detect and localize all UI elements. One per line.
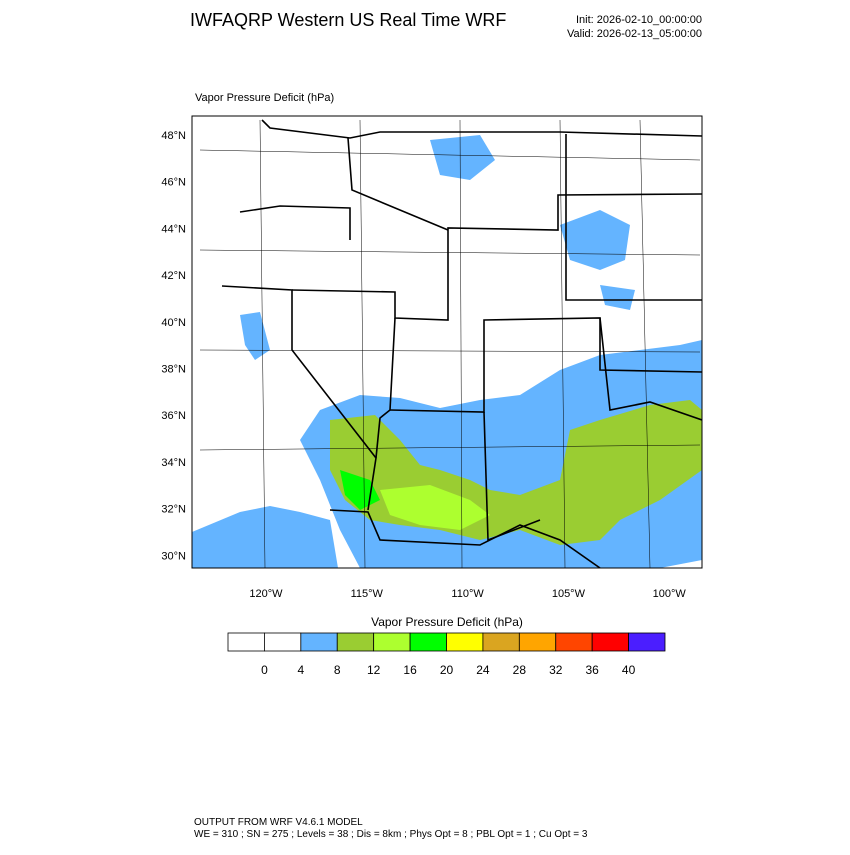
colorbar-swatch — [482, 632, 520, 652]
colorbar-swatch — [373, 632, 411, 652]
plot-title: Vapor Pressure Deficit (hPa) — [195, 92, 334, 104]
lon-label: 105°W — [552, 588, 586, 600]
colorbar-label: 16 — [403, 663, 417, 677]
colorbar-swatch — [555, 632, 593, 652]
init-time: Init: 2026-02-10_00:00:00 — [576, 14, 702, 26]
main-title: IWFAQRP Western US Real Time WRF — [190, 10, 506, 30]
colorbar-label: 32 — [549, 663, 563, 677]
colorbar-label: 28 — [513, 663, 527, 677]
colorbar: 0 4 8 12 16 20 24 28 32 36 40 — [227, 632, 666, 677]
colorbar-label: 36 — [585, 663, 599, 677]
colorbar-label: 8 — [334, 663, 341, 677]
field-blue — [192, 506, 338, 568]
lat-label: 44°N — [161, 223, 186, 235]
colorbar-label: 24 — [476, 663, 490, 677]
colorbar-swatch — [336, 632, 375, 652]
lat-labels: 48°N 46°N 44°N 42°N 40°N 38°N 36°N 34°N 32°N 30°N — [161, 130, 186, 562]
lon-label: 115°W — [351, 588, 384, 600]
lat-label: 36°N — [161, 410, 186, 422]
colorbar-title: Vapor Pressure Deficit (hPa) — [371, 615, 523, 629]
lat-label: 42°N — [161, 270, 186, 282]
footer-line: OUTPUT FROM WRF V4.6.1 MODEL — [194, 817, 363, 828]
colorbar-swatch — [264, 632, 302, 652]
colorbar-label: 12 — [367, 663, 381, 677]
colorbar-label: 40 — [622, 663, 636, 677]
footer-line: WE = 310 ; SN = 275 ; Levels = 38 ; Dis … — [194, 829, 588, 840]
colorbar-swatch — [628, 632, 666, 652]
lat-label: 34°N — [161, 457, 186, 469]
lon-label: 120°W — [249, 588, 283, 600]
colorbar-swatch — [591, 632, 629, 652]
colorbar-swatch — [300, 632, 338, 652]
lat-label: 38°N — [161, 364, 186, 376]
lat-label: 48°N — [161, 130, 186, 142]
lat-label: 30°N — [161, 550, 186, 562]
lat-label: 32°N — [161, 504, 186, 516]
lon-label: 110°W — [451, 588, 484, 600]
colorbar-label: 20 — [440, 663, 454, 677]
colorbar-label: 4 — [297, 663, 304, 677]
lon-labels: 120°W 115°W 110°W 105°W 100°W — [249, 588, 686, 600]
map — [191, 115, 703, 569]
lat-label: 46°N — [161, 177, 186, 189]
colorbar-swatch — [518, 632, 557, 652]
lon-label: 100°W — [653, 588, 687, 600]
map-frame — [191, 115, 703, 569]
valid-time: Valid: 2026-02-13_05:00:00 — [567, 28, 702, 40]
colorbar-swatch — [227, 632, 265, 652]
field-greenyellow — [380, 485, 490, 530]
colorbar-swatch — [446, 632, 484, 652]
colorbar-label: 0 — [261, 663, 268, 677]
colorbar-swatch — [409, 632, 447, 652]
field-blue — [430, 135, 635, 310]
lat-label: 40°N — [161, 317, 186, 329]
